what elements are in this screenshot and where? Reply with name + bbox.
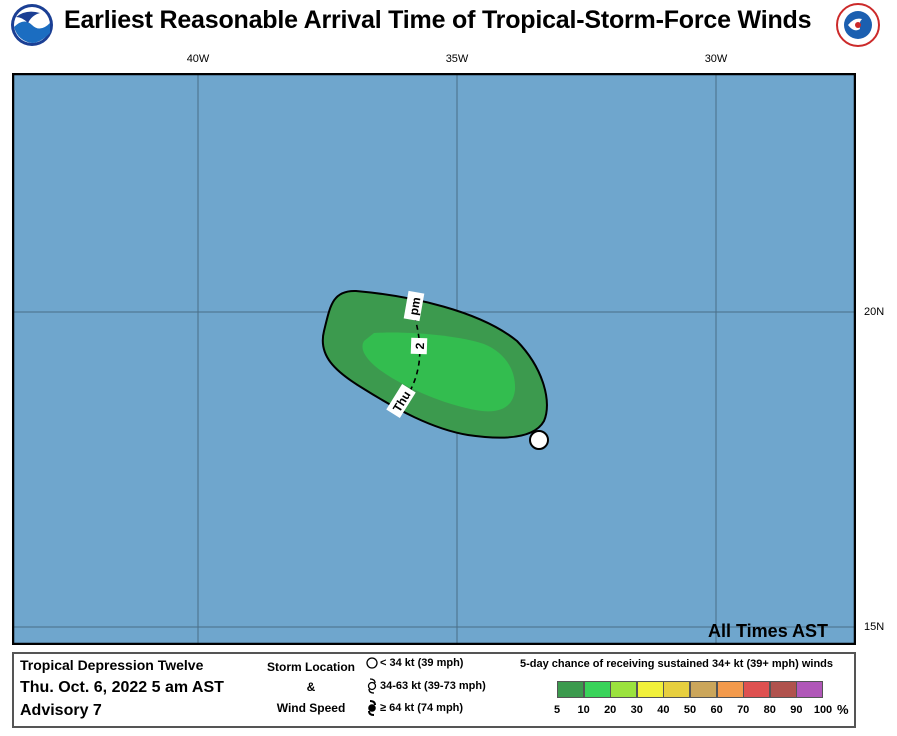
legend-symbol-label: ≥ 64 kt (74 mph): [380, 701, 464, 714]
scale-tick-label: 70: [737, 704, 750, 716]
legend-symbol-label: 34-63 kt (39-73 mph): [380, 679, 486, 692]
scale-tick-label: 20: [604, 704, 617, 716]
scale-tick-label: 5: [553, 704, 561, 716]
contour-label-ampm: pm: [403, 290, 425, 322]
latitude-label-15n: 15N: [864, 621, 885, 633]
scale-tick-label: 10: [577, 704, 590, 716]
nws-logo: [836, 3, 880, 47]
advisory-time: Thu. Oct. 6, 2022 5 am AST: [20, 679, 224, 696]
wind-speed-title: Wind Speed: [276, 701, 346, 715]
scale-swatch: [796, 681, 824, 698]
scale-swatch: [690, 681, 717, 698]
scale-tick-label: 90: [790, 704, 803, 716]
legend-symbol-depression: < 34 kt (39 mph): [366, 657, 463, 669]
legend-panel: Tropical Depression Twelve Thu. Oct. 6, …: [12, 652, 856, 728]
legend-symbol-label: < 34 kt (39 mph): [380, 657, 464, 669]
map-title: Earliest Reasonable Arrival Time of Trop…: [64, 6, 812, 34]
advisory-number: Advisory 7: [20, 702, 102, 719]
percent-sign: %: [837, 702, 849, 717]
noaa-logo: [10, 3, 54, 47]
scale-swatch: [743, 681, 771, 698]
scale-tick-label: 30: [630, 704, 643, 716]
storm-position-marker: [529, 430, 549, 450]
hurricane-icon: [368, 700, 376, 716]
scale-swatch: [636, 681, 664, 698]
scale-tick-label: 40: [657, 704, 670, 716]
probability-zone-10-20: [362, 332, 516, 412]
scale-tick-label: 100: [813, 704, 833, 716]
header: Earliest Reasonable Arrival Time of Trop…: [0, 0, 897, 48]
longitude-label-40w: 40W: [186, 53, 210, 65]
storm-name: Tropical Depression Twelve: [20, 657, 204, 673]
scale-tick-label: 50: [683, 704, 697, 716]
legend-symbol-tropical-storm: 34-63 kt (39-73 mph): [366, 678, 486, 694]
tropical-storm-icon: [367, 678, 377, 694]
chance-scale-title: 5-day chance of receiving sustained 34+ …: [520, 658, 833, 670]
contour-label-time: 2: [410, 337, 428, 355]
scale-swatch: [769, 681, 797, 698]
svg-text:pm: pm: [407, 296, 424, 316]
legend-ampersand: &: [306, 680, 316, 694]
scale-swatch: [583, 681, 611, 698]
all-times-label: All Times AST: [708, 621, 829, 641]
scale-swatch: [557, 681, 584, 698]
scale-swatch: [663, 681, 691, 698]
longitude-label-35w: 35W: [445, 53, 469, 65]
scale-swatch: [716, 681, 744, 698]
storm-location-title: Storm Location: [266, 660, 355, 674]
longitude-label-30w: 30W: [704, 53, 728, 65]
svg-text:2: 2: [413, 342, 427, 349]
map-frame: [12, 73, 856, 645]
scale-swatch: [610, 681, 638, 698]
map-canvas: 2 pm Thu: [12, 73, 856, 645]
legend-symbol-hurricane: ≥ 64 kt (74 mph): [366, 700, 463, 716]
scale-tick-label: 80: [763, 704, 776, 716]
scale-tick-label: 60: [710, 704, 723, 716]
circle-icon: [366, 657, 378, 669]
latitude-label-20n: 20N: [864, 306, 885, 318]
